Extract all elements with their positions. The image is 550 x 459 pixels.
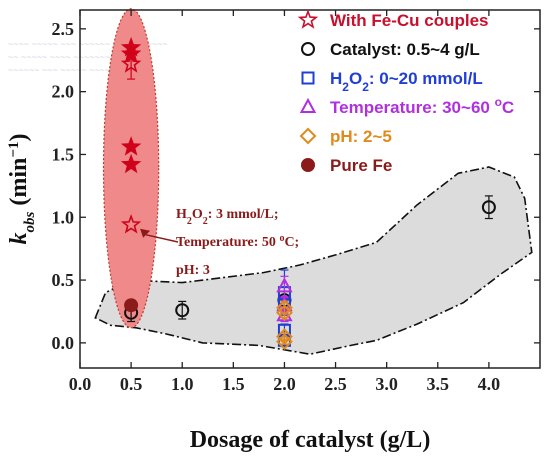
legend-marker: [297, 9, 319, 29]
annotation-line-1: H2O2: 3 mmol/L;: [176, 207, 279, 227]
legend-entry: Pure Fe: [301, 156, 392, 175]
axis-ticks: 0.0 0.5 1.0 1.5 2.0 2.5 3.0 3.5 4.0 0.0 0.5 1.0 1.5 2…: [52, 10, 540, 394]
plot-area: H2O2: 3 mmol/L;Temperature: 50 oC;pH: 3 …: [52, 8, 541, 394]
legend-label: pH: 2~5: [330, 127, 392, 146]
y-tick-label: 2.5: [52, 19, 75, 39]
legend-label: Temperature: 30~60 oC: [330, 95, 514, 117]
x-tick-label: 3.5: [427, 374, 450, 394]
legend-entry: With Fe-Cu couples: [297, 9, 489, 30]
x-axis-title: Dosage of catalyst (g/L): [190, 427, 431, 453]
y-tick-label: 0.5: [52, 270, 75, 290]
data-point: [120, 214, 142, 234]
data-point: [175, 303, 190, 318]
plot-frame: [79, 9, 541, 369]
x-tick-label: 0.5: [120, 374, 143, 394]
series-0: [120, 36, 142, 234]
data-point: [120, 153, 142, 174]
x-tick-label: 1.0: [171, 374, 194, 394]
highlight-region-gray: [94, 166, 533, 356]
legend-label: Pure Fe: [330, 156, 392, 175]
data-point: [481, 200, 496, 215]
y-tick-label: 1.5: [52, 144, 75, 164]
data-point: [120, 53, 142, 73]
y-tick-label: 1.0: [52, 207, 75, 227]
y-tick-label: 2.0: [52, 82, 75, 102]
x-tick-label: 3.0: [375, 374, 398, 394]
annotation-line-3: pH: 3: [176, 263, 210, 278]
legend-marker: [301, 158, 315, 172]
legend-label: H2O2: 0~20 mmol/L: [330, 69, 483, 94]
data-point: [276, 333, 293, 351]
legend-entry: Temperature: 30~60 oC: [299, 95, 514, 117]
series-4: [276, 299, 293, 351]
annotation-arrowhead: [140, 228, 151, 238]
annotation: H2O2: 3 mmol/L; Temperature: 50 oC; pH: 3: [140, 207, 299, 278]
data-point: [124, 298, 139, 313]
series-5: [124, 298, 139, 313]
highlight-regions: [94, 8, 533, 356]
x-tick-label: 4.0: [478, 374, 501, 394]
data-point: [276, 304, 293, 322]
data-point: [276, 277, 293, 293]
x-tick-label: 0.0: [69, 374, 92, 394]
legend-marker: [301, 42, 315, 56]
legend: With Fe-Cu couples Catalyst: 0.5~4 g/L H2O…: [297, 9, 514, 175]
x-tick-label: 1.5: [222, 374, 245, 394]
svg-text:~~~~~~ ~~~ ~~~~~ ~~~~ ~~~~~~~~: ~~~~~~ ~~~ ~~~~~ ~~~~ ~~~~~~~~: [8, 65, 155, 75]
x-tick-label: 2.5: [324, 374, 347, 394]
annotation-line-2: Temperature: 50 oC;: [176, 233, 299, 251]
data-point: [120, 136, 142, 156]
legend-label: Catalyst: 0.5~4 g/L: [330, 40, 480, 59]
svg-text:~~~~ ~~~~~ ~~~ ~~~~~~ ~~~~ ~~~: ~~~~ ~~~~~ ~~~ ~~~~~~ ~~~~ ~~~~~~: [8, 39, 168, 49]
legend-marker: [299, 127, 317, 145]
y-axis-title: kobs (min−1): [6, 134, 38, 245]
legend-label: With Fe-Cu couples: [330, 11, 489, 30]
legend-entry: H2O2: 0~20 mmol/L: [301, 69, 483, 94]
legend-marker: [301, 71, 315, 85]
legend-marker: [299, 97, 317, 113]
annotation-arrow: [145, 234, 179, 243]
legend-entry: Catalyst: 0.5~4 g/L: [301, 40, 480, 59]
data-marks: [120, 36, 496, 351]
legend-entry: pH: 2~5: [299, 127, 392, 146]
y-tick-label: 0.0: [52, 333, 75, 353]
x-tick-label: 2.0: [273, 374, 296, 394]
